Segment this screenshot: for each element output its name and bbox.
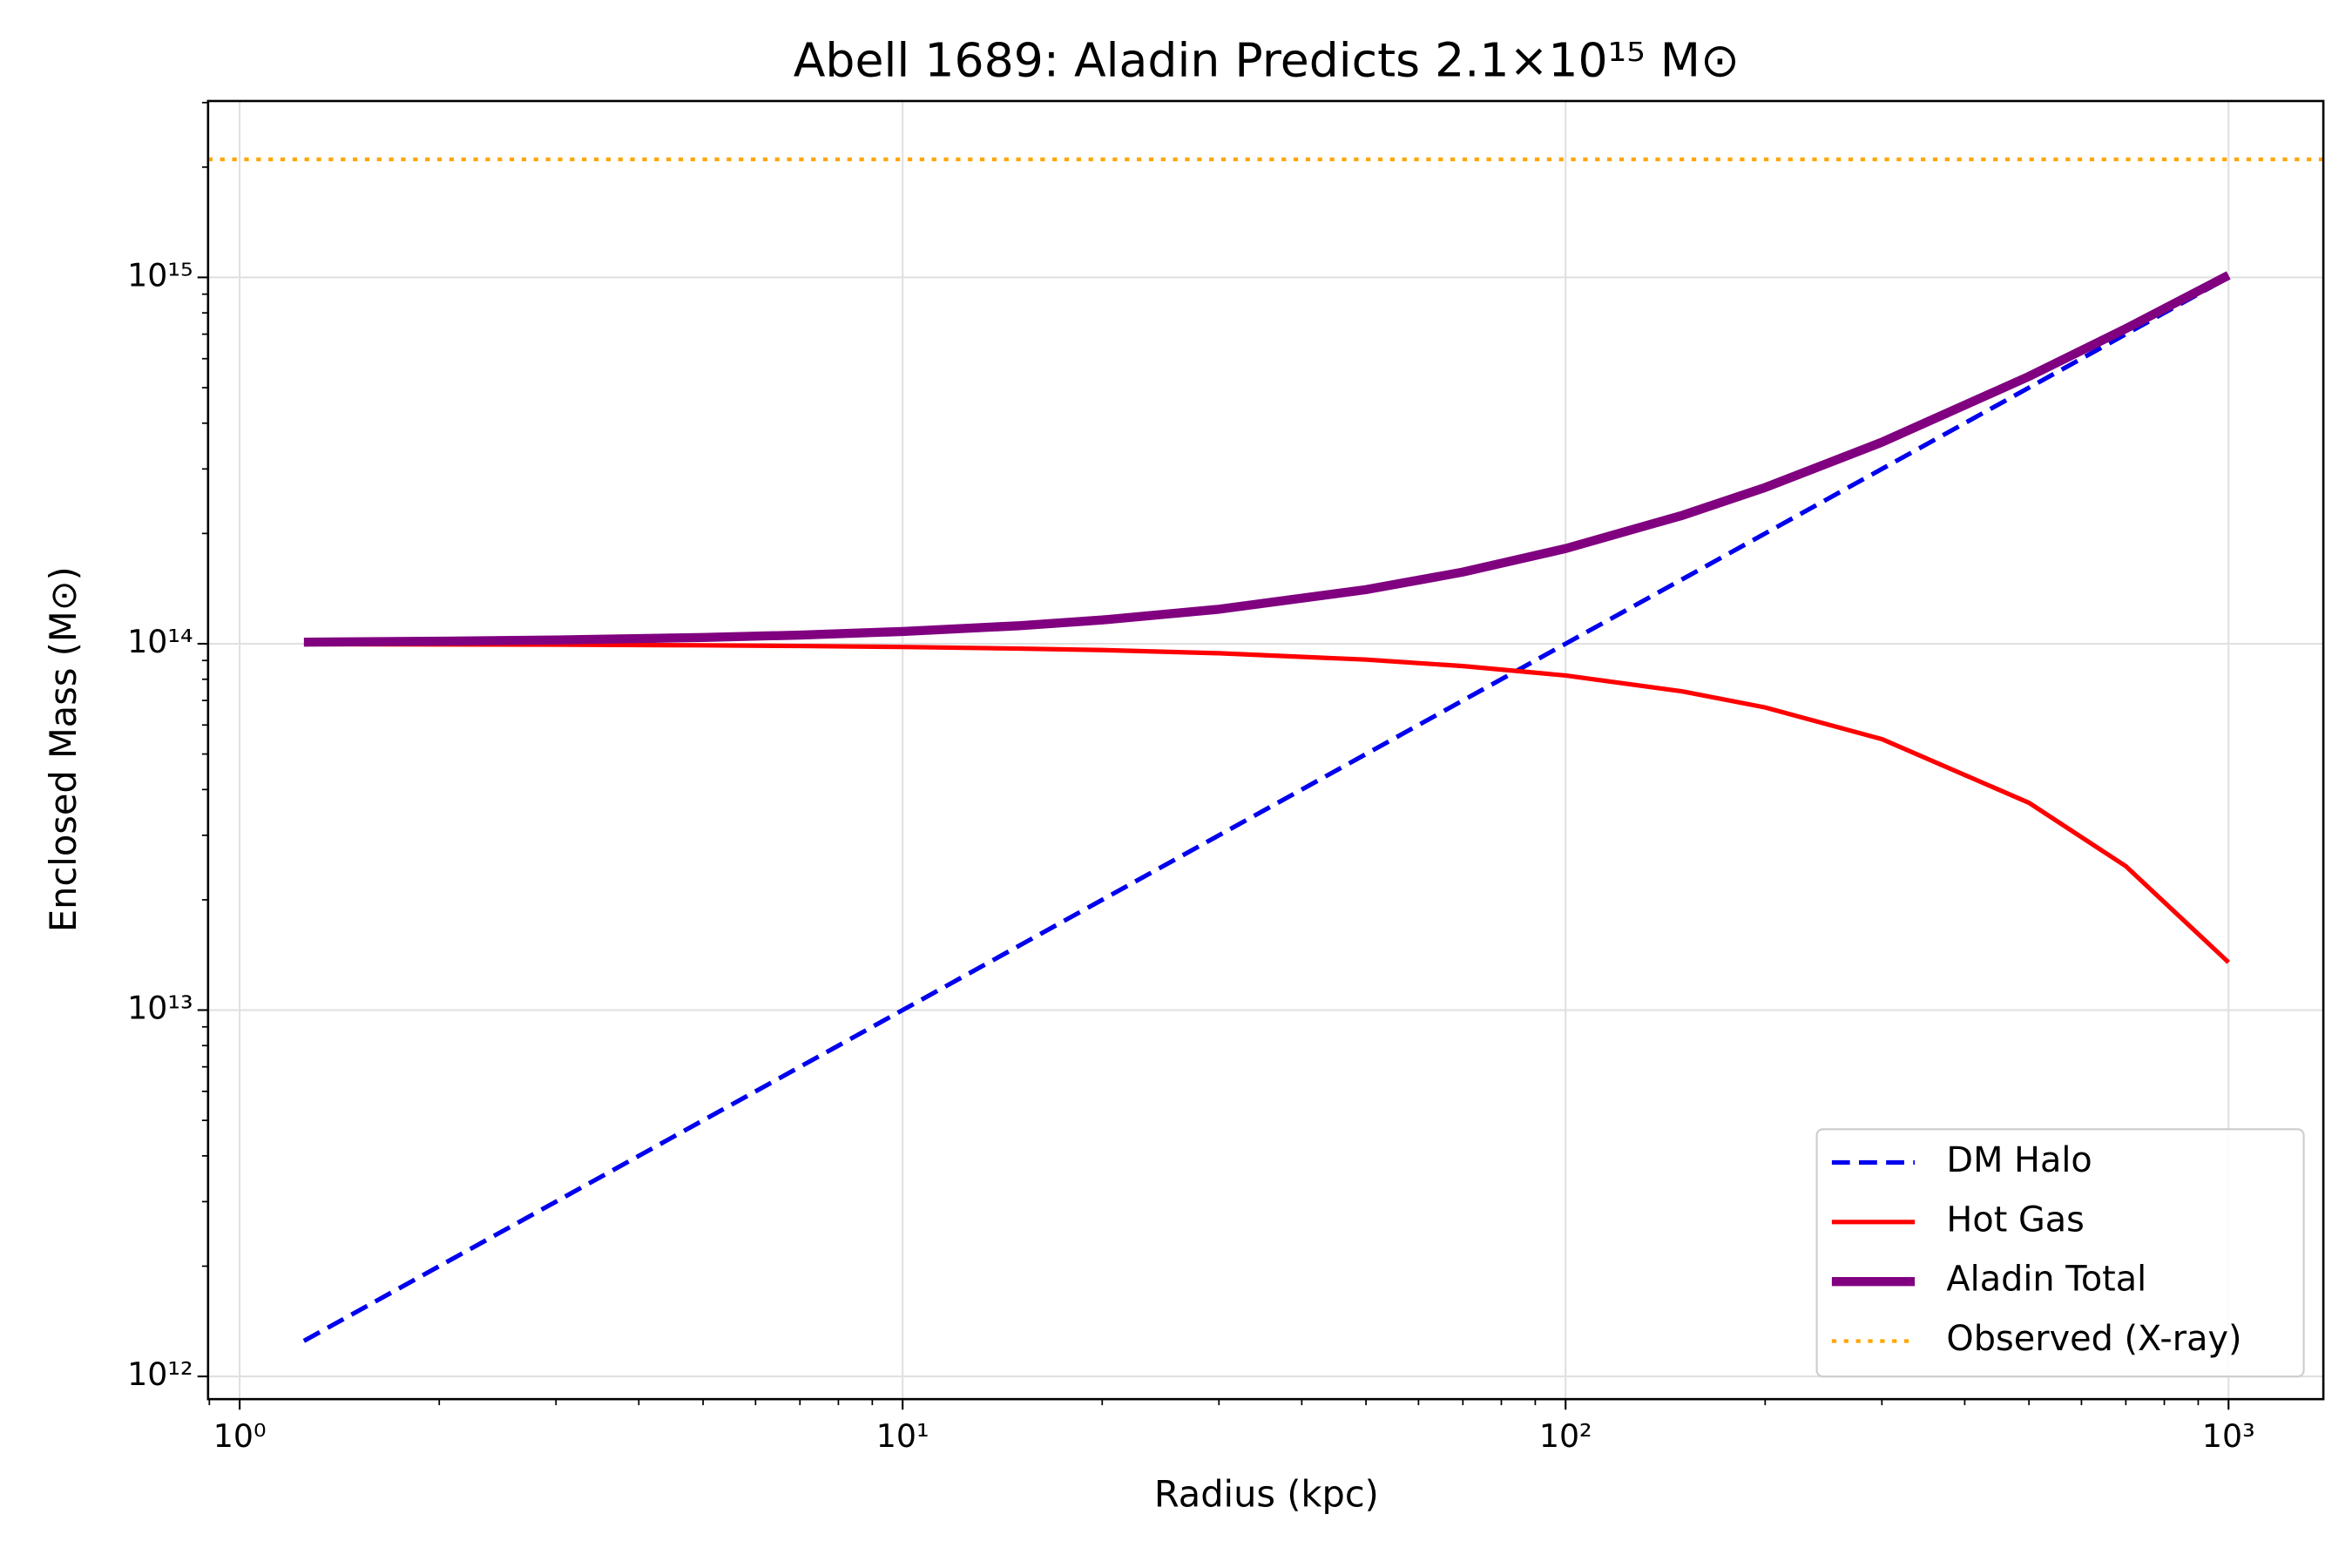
legend-label: Observed (X-ray): [1946, 1319, 2241, 1359]
series-line: [303, 641, 2231, 964]
legend-label: Hot Gas: [1946, 1200, 2085, 1240]
chart-title: Abell 1689: Aladin Predicts 2.1×10¹⁵ M⊙: [794, 32, 1740, 87]
y-tick-label: 10¹³: [127, 990, 193, 1027]
y-axis-label: Enclosed Mass (M⊙): [42, 566, 84, 932]
legend-label: DM Halo: [1946, 1140, 2092, 1180]
legend-box: [1815, 1128, 2305, 1378]
y-tick-label: 10¹⁴: [127, 623, 193, 660]
x-axis-label: Radius (kpc): [1154, 1473, 1379, 1516]
x-tick-label: 10¹: [876, 1417, 929, 1455]
series-line: [303, 271, 2231, 647]
y-tick-label: 10¹²: [127, 1355, 193, 1393]
plot-frame: [206, 99, 2325, 1401]
y-tick-label: 10¹⁵: [127, 256, 193, 294]
series-line: [302, 275, 2230, 1343]
x-tick-label: 10³: [2202, 1417, 2255, 1455]
legend-label: Aladin Total: [1946, 1260, 2146, 1300]
x-tick-label: 10²: [1539, 1417, 1592, 1455]
x-tick-label: 10⁰: [213, 1417, 267, 1455]
